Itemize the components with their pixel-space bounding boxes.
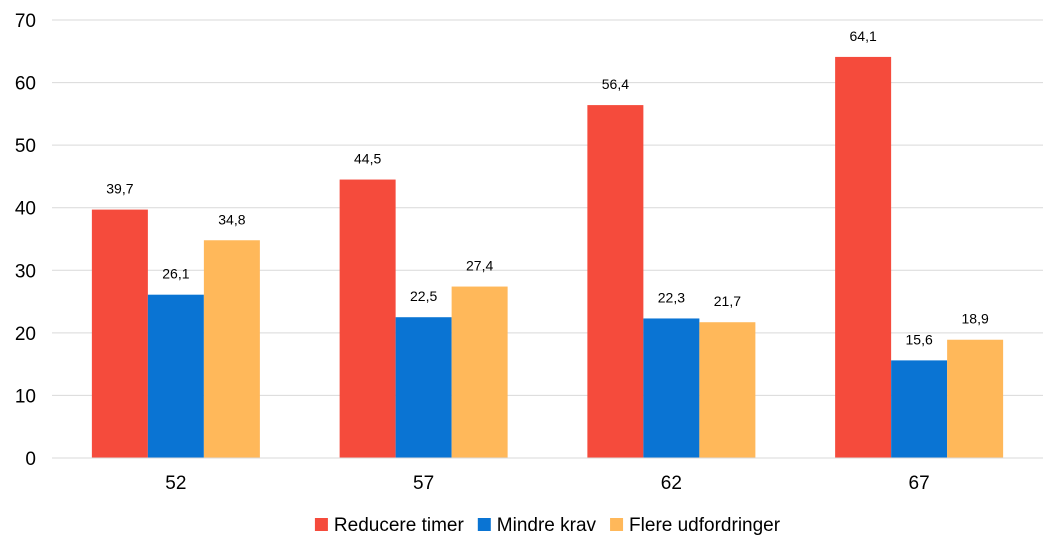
- y-tick-label: 30: [15, 261, 36, 282]
- y-tick-label: 20: [15, 324, 36, 345]
- bar-mindre-krav: [395, 317, 452, 458]
- legend-swatch: [610, 518, 624, 531]
- bar-flere-udfordringer: [203, 240, 260, 458]
- x-tick-label: 57: [413, 473, 434, 494]
- data-label: 56,4: [602, 76, 629, 92]
- data-label: 34,8: [218, 211, 245, 227]
- data-label: 21,7: [714, 293, 741, 309]
- bar-flere-udfordringer: [451, 286, 508, 458]
- data-label: 18,9: [962, 311, 989, 327]
- data-labels: 39,7 26,1 34,8 44,5 22,5 27,4 56,4 22,3 21,7 64,1…: [106, 28, 989, 347]
- bar-flere-udfordringer: [699, 322, 756, 458]
- data-label: 39,7: [106, 181, 133, 197]
- legend-item: Mindre krav: [477, 515, 597, 536]
- x-tick-label: 62: [661, 473, 682, 494]
- y-tick-label: 0: [25, 449, 36, 470]
- bar-reducere-timer: [587, 105, 644, 459]
- x-axis-ticks: 52 57 62 67: [165, 473, 929, 494]
- bars: [91, 56, 1004, 459]
- y-tick-label: 70: [15, 11, 36, 32]
- y-tick-label: 50: [15, 136, 36, 157]
- data-label: 22,5: [410, 288, 437, 304]
- x-tick-label: 52: [165, 473, 186, 494]
- bar-reducere-timer: [91, 209, 148, 458]
- bar-reducere-timer: [835, 56, 892, 458]
- legend-swatch: [477, 518, 491, 531]
- bar-mindre-krav: [643, 318, 700, 458]
- legend-label: Flere udfordringer: [629, 515, 781, 536]
- y-tick-label: 60: [15, 74, 36, 95]
- legend-label: Mindre krav: [497, 515, 597, 536]
- data-label: 44,5: [354, 151, 381, 167]
- data-label: 26,1: [162, 266, 189, 282]
- legend: Reducere timer Mindre krav Flere udfordrin…: [314, 515, 781, 536]
- data-label: 64,1: [850, 28, 877, 44]
- y-tick-label: 40: [15, 199, 36, 220]
- bar-mindre-krav: [891, 360, 948, 458]
- legend-swatch: [314, 518, 328, 531]
- x-tick-label: 67: [909, 473, 930, 494]
- bar-mindre-krav: [147, 294, 204, 458]
- data-label: 22,3: [658, 289, 685, 305]
- bar-reducere-timer: [339, 179, 396, 459]
- legend-label: Reducere timer: [334, 515, 465, 536]
- y-tick-label: 10: [15, 386, 36, 407]
- bar-flere-udfordringer: [947, 339, 1004, 458]
- data-label: 27,4: [466, 258, 493, 274]
- legend-item: Flere udfordringer: [610, 515, 781, 536]
- y-axis-ticks: 0 10 20 30 40 50 60 70: [15, 11, 36, 470]
- data-label: 15,6: [906, 331, 933, 347]
- legend-item: Reducere timer: [314, 515, 465, 536]
